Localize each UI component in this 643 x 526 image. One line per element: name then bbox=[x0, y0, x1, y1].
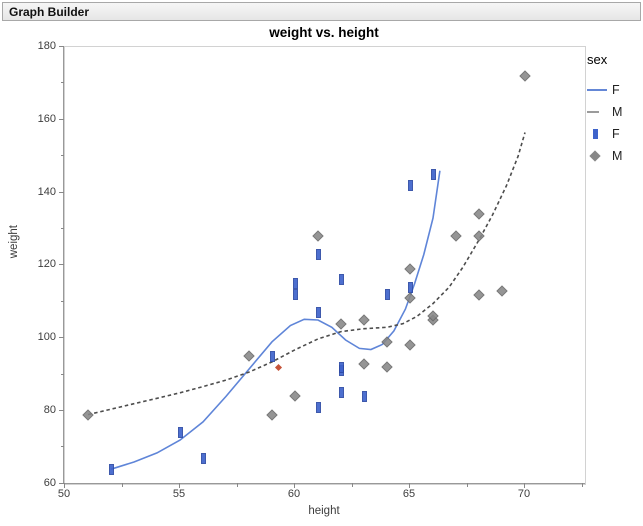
y-minor-tick bbox=[61, 82, 64, 84]
x-tick bbox=[179, 483, 180, 488]
data-point-f[interactable] bbox=[338, 274, 344, 286]
data-point-f[interactable] bbox=[108, 463, 114, 475]
y-tick bbox=[59, 264, 64, 266]
x-tick bbox=[294, 483, 295, 488]
y-tick-label: 60 bbox=[43, 476, 56, 489]
y-minor-tick bbox=[61, 446, 64, 448]
data-point-f[interactable] bbox=[292, 289, 298, 301]
data-point-f[interactable] bbox=[177, 427, 183, 439]
x-minor-tick bbox=[466, 483, 468, 487]
data-point-f[interactable] bbox=[430, 168, 436, 180]
chart-title[interactable]: weight vs. height bbox=[269, 25, 379, 40]
y-tick bbox=[59, 46, 64, 47]
legend-entry-label: F bbox=[612, 127, 620, 141]
x-minor-tick bbox=[236, 483, 238, 487]
legend-entry-label: M bbox=[612, 149, 623, 163]
y-minor-tick bbox=[61, 228, 64, 229]
f-smoother[interactable] bbox=[110, 170, 441, 470]
x-tick bbox=[524, 483, 525, 488]
y-minor-tick bbox=[61, 373, 64, 375]
data-point-f[interactable] bbox=[338, 361, 344, 373]
y-tick-label: 180 bbox=[37, 40, 56, 52]
legend-entry-label: M bbox=[612, 105, 623, 119]
data-point-f[interactable] bbox=[315, 401, 321, 413]
y-tick-label: 160 bbox=[37, 112, 56, 125]
plot-area[interactable] bbox=[64, 46, 586, 485]
x-tick bbox=[64, 483, 65, 488]
x-minor-tick bbox=[121, 483, 123, 487]
y-tick bbox=[59, 191, 64, 193]
y-tick bbox=[59, 337, 64, 339]
y-axis-label[interactable]: weight bbox=[8, 225, 20, 259]
legend-entry-m-dash[interactable]: M bbox=[587, 101, 641, 123]
x-minor-tick bbox=[351, 483, 353, 487]
y-tick bbox=[59, 482, 64, 484]
y-tick-label: 120 bbox=[37, 258, 56, 271]
data-point-f[interactable] bbox=[269, 350, 275, 362]
x-tick bbox=[409, 483, 410, 488]
data-point-f[interactable] bbox=[315, 248, 321, 260]
legend-title: sex bbox=[587, 52, 608, 67]
data-point-f[interactable] bbox=[361, 390, 367, 402]
legend-entry-f-line[interactable]: F bbox=[587, 79, 641, 101]
x-axis-line[interactable] bbox=[63, 483, 585, 484]
data-point-f[interactable] bbox=[338, 387, 344, 399]
data-point-f[interactable] bbox=[407, 179, 413, 191]
x-tick-label: 70 bbox=[517, 488, 531, 500]
y-tick-label: 80 bbox=[43, 404, 56, 416]
y-tick bbox=[59, 118, 64, 120]
x-tick-label: 55 bbox=[172, 488, 186, 500]
x-tick-label: 60 bbox=[287, 488, 301, 500]
m-smoother[interactable] bbox=[87, 132, 526, 416]
y-minor-tick bbox=[61, 155, 64, 157]
data-point-f[interactable] bbox=[292, 278, 298, 290]
y-tick-label: 100 bbox=[37, 331, 56, 344]
data-point-f[interactable] bbox=[407, 281, 413, 293]
rect-swatch-icon bbox=[593, 129, 598, 139]
line-swatch-icon bbox=[587, 89, 607, 91]
window-title: Graph Builder bbox=[9, 4, 90, 19]
x-tick-label: 65 bbox=[402, 488, 416, 500]
legend-entry-label: F bbox=[612, 83, 620, 97]
y-tick-label: 140 bbox=[37, 185, 56, 198]
outline-title-bar[interactable]: Graph Builder bbox=[2, 2, 641, 21]
legend-entry-f-rect[interactable]: F bbox=[587, 123, 641, 145]
data-point-f[interactable] bbox=[384, 289, 390, 301]
x-minor-tick bbox=[581, 483, 583, 487]
data-point-f[interactable] bbox=[315, 307, 321, 319]
data-point-f[interactable] bbox=[200, 452, 206, 464]
x-tick-label: 50 bbox=[57, 488, 71, 500]
legend-entry-m-diamond[interactable]: M bbox=[587, 145, 641, 167]
diamond-swatch-icon bbox=[589, 150, 601, 162]
x-axis-label[interactable]: height bbox=[308, 505, 340, 517]
dash-swatch-icon bbox=[587, 111, 599, 113]
smoother-lines bbox=[87, 132, 526, 470]
y-tick bbox=[59, 410, 64, 411]
y-minor-tick bbox=[61, 300, 64, 302]
